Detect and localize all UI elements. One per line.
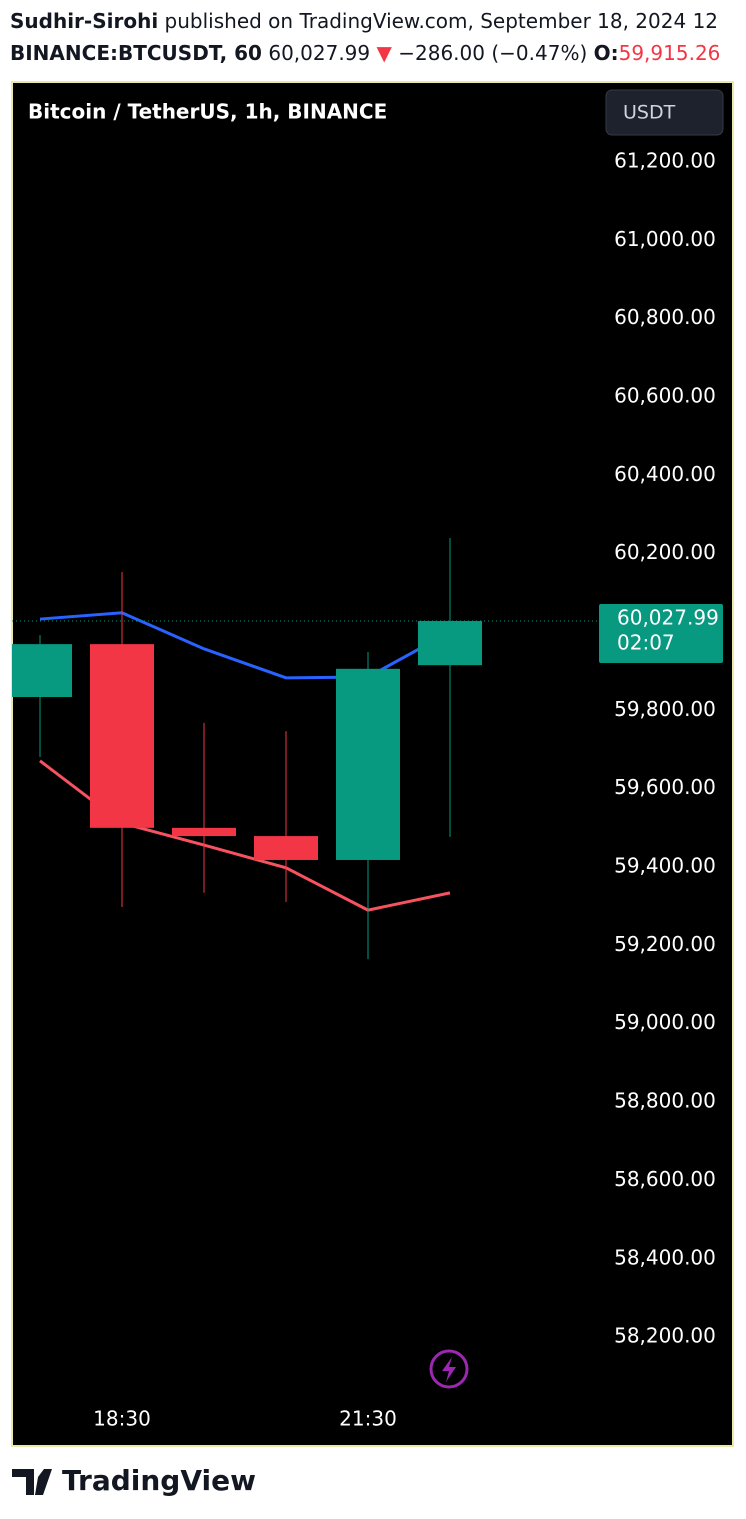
candle-body bbox=[418, 621, 482, 666]
x-tick-label: 18:30 bbox=[93, 1407, 151, 1431]
y-tick-label: 61,000.00 bbox=[614, 227, 716, 251]
chart-title: Bitcoin / TetherUS, 1h, BINANCE bbox=[28, 100, 387, 124]
lightning-icon[interactable] bbox=[429, 1349, 469, 1389]
y-tick-label: 60,200.00 bbox=[614, 540, 716, 564]
y-tick-label: 58,400.00 bbox=[614, 1245, 716, 1269]
y-tick-label: 58,800.00 bbox=[614, 1089, 716, 1113]
published: published on TradingView.com, September … bbox=[165, 9, 718, 33]
y-tick-label: 59,200.00 bbox=[614, 932, 716, 956]
header-line: BINANCE:BTCUSDT, 60 60,027.99 ▼ −286.00 … bbox=[10, 41, 720, 65]
author: Sudhir-Sirohi bbox=[10, 9, 158, 33]
y-tick-label: 60,800.00 bbox=[614, 305, 716, 329]
candle-body bbox=[254, 836, 318, 860]
arrow: ▼ bbox=[377, 41, 393, 65]
last-price-box bbox=[599, 604, 723, 664]
candle-body bbox=[12, 644, 72, 698]
currency[interactable]: USDT bbox=[623, 102, 676, 124]
open-label: O: bbox=[594, 41, 619, 65]
y-tick-label: 59,600.00 bbox=[614, 775, 716, 799]
x-tick-label: 21:30 bbox=[339, 1407, 397, 1431]
y-tick-label: 60,600.00 bbox=[614, 383, 716, 407]
y-tick-label: 58,200.00 bbox=[614, 1324, 716, 1348]
last-price-label: 60,027.99 bbox=[617, 606, 719, 630]
axis: 58,200.00 58,400.00 58,600.00 58,800.00 59,0… bbox=[93, 148, 723, 1431]
y-tick-label: 58,600.00 bbox=[614, 1167, 716, 1191]
open-value: 59,915.26 bbox=[619, 41, 721, 65]
plot bbox=[12, 537, 598, 960]
y-tick-label: 61,200.00 bbox=[614, 148, 716, 172]
y-tick-label: 60,400.00 bbox=[614, 462, 716, 486]
y-tick-label: 59,800.00 bbox=[614, 697, 716, 721]
y-tick-label: 59,000.00 bbox=[614, 1010, 716, 1034]
candle-body bbox=[336, 668, 400, 860]
lightning-bolt bbox=[442, 1357, 456, 1382]
header-line: Sudhir-Sirohi published on TradingView.c… bbox=[10, 9, 718, 33]
brand: TradingView bbox=[62, 1464, 256, 1497]
candle-body bbox=[90, 644, 154, 828]
symbol: BINANCE:BTCUSDT, 60 bbox=[10, 41, 262, 65]
logo-mark bbox=[12, 1469, 52, 1495]
candle-body bbox=[172, 827, 236, 837]
currency-button[interactable] bbox=[605, 89, 724, 136]
last-price: 60,027.99 bbox=[268, 41, 370, 65]
y-tick-label: 59,400.00 bbox=[614, 854, 716, 878]
change: −286.00 (−0.47%) bbox=[398, 41, 587, 65]
countdown: 02:07 bbox=[617, 631, 675, 655]
